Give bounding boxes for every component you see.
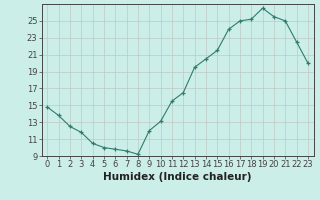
X-axis label: Humidex (Indice chaleur): Humidex (Indice chaleur)	[103, 172, 252, 182]
